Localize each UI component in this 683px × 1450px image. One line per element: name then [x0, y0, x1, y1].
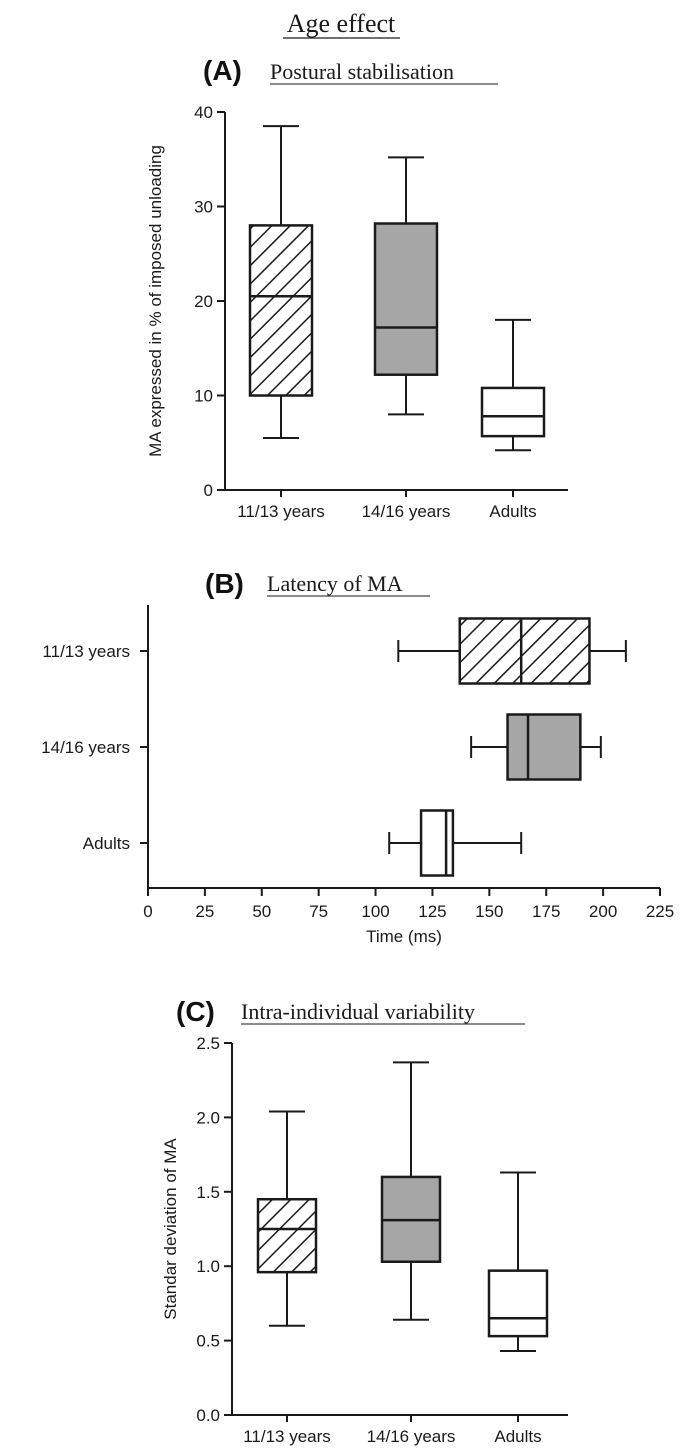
y-tick-label: 0.0 [196, 1406, 220, 1425]
figure-title: Age effect [287, 9, 396, 38]
y-tick-label: 30 [194, 198, 213, 217]
y-tick-label: 1.0 [196, 1257, 220, 1276]
x-category-label: 11/13 years [243, 1427, 331, 1446]
x-tick-label: 125 [418, 902, 446, 921]
x-category-label: Adults [489, 502, 536, 521]
box [256, 1197, 318, 1274]
x-tick-label: 75 [309, 902, 328, 921]
x-tick-label: 200 [589, 902, 617, 921]
x-category-label: 14/16 years [367, 1427, 456, 1446]
y-tick-label: 2.0 [196, 1108, 220, 1127]
y-tick-label: 10 [194, 387, 213, 406]
box [480, 386, 546, 438]
x-category-label: 14/16 years [362, 502, 451, 521]
panel-c-subtitle: Intra-individual variability [241, 999, 475, 1024]
y-category-label: Adults [83, 834, 130, 853]
panel-b-subtitle: Latency of MA [267, 571, 403, 596]
y-tick-label: 0 [204, 481, 213, 500]
y-category-label: 14/16 years [41, 738, 130, 757]
y-tick-label: 2.5 [196, 1034, 220, 1053]
x-tick-label: 50 [252, 902, 271, 921]
panel-b-letter: (B) [205, 568, 244, 599]
y-axis-label: MA expressed in % of imposed unloading [146, 145, 165, 457]
panel-a-chart: 0 10 20 30 40 MA expressed in % of imposed un… [146, 103, 568, 521]
box [419, 809, 455, 877]
panel-a-letter: (A) [203, 55, 242, 86]
y-axis-label: Standar deviation of MA [161, 1138, 180, 1320]
box [487, 1269, 549, 1338]
y-category-label: 11/13 years [42, 642, 130, 661]
x-tick-label: 25 [195, 902, 214, 921]
x-tick-label: 150 [475, 902, 503, 921]
y-tick-label: 0.5 [196, 1332, 220, 1351]
panel-c-letter: (C) [176, 996, 215, 1027]
y-tick-label: 20 [194, 292, 213, 311]
y-tick-label: 40 [194, 103, 213, 122]
x-tick-label: 175 [532, 902, 560, 921]
x-axis-label: Time (ms) [366, 927, 442, 946]
box [373, 222, 439, 376]
box [248, 224, 314, 397]
x-tick-label: 100 [361, 902, 389, 921]
x-category-label: 11/13 years [237, 502, 325, 521]
box [458, 617, 591, 685]
x-tick-label: 0 [143, 902, 152, 921]
panel-b-chart: 0 25 50 75 100 125 150 175 200 225 Time (ms) 11/13 … [41, 605, 674, 946]
box [506, 713, 582, 781]
panel-c-chart: 0.0 0.5 1.0 1.5 2.0 2.5 Standar deviation of M… [161, 1034, 568, 1446]
x-category-label: Adults [494, 1427, 541, 1446]
panel-a-subtitle: Postural stabilisation [270, 59, 454, 84]
x-tick-label: 225 [646, 902, 674, 921]
y-tick-label: 1.5 [196, 1183, 220, 1202]
